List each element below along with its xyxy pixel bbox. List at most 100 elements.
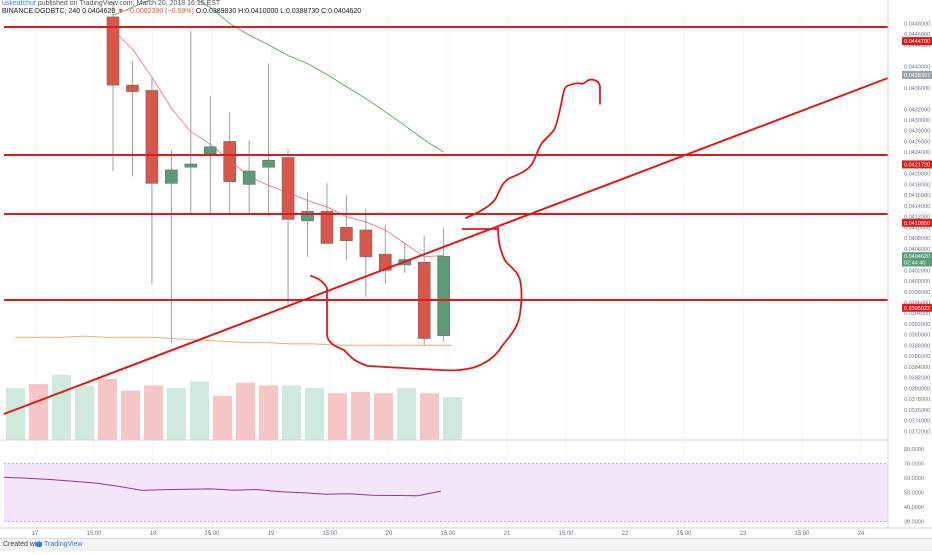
price-tick-label: 0.0412000 bbox=[904, 215, 930, 221]
price-tick-label: 0.0440000 bbox=[904, 64, 930, 70]
volume-bar bbox=[144, 385, 163, 440]
candle-body bbox=[262, 159, 275, 168]
rsi-tick-label: 40.0000 bbox=[904, 505, 924, 511]
candle-body bbox=[126, 84, 139, 92]
volume-bar bbox=[259, 385, 278, 440]
candles bbox=[106, 1, 450, 346]
annotations bbox=[3, 26, 889, 415]
price-tag-label: 0.0410850 bbox=[904, 221, 930, 227]
volume-bar bbox=[29, 384, 48, 440]
time-tick-label: 17 bbox=[32, 531, 39, 537]
candle-body bbox=[340, 227, 353, 242]
tradingview-brand[interactable]: TradingView bbox=[44, 541, 83, 548]
time-tick-label: 15:00 bbox=[676, 531, 692, 537]
price-tick-label: 0.0376000 bbox=[904, 408, 930, 414]
price-tick-label: 0.0448000 bbox=[904, 21, 930, 27]
price-tick-label: 0.0444000 bbox=[904, 43, 930, 49]
time-tick-label: 22 bbox=[622, 531, 629, 537]
volume-bar bbox=[167, 388, 186, 440]
price-tag bbox=[902, 252, 932, 261]
price-tag-label: 0.0395022 bbox=[904, 306, 930, 312]
price-tick-label: 0.0382000 bbox=[904, 376, 930, 382]
candle-body bbox=[223, 141, 236, 183]
rsi-tick-label: 50.0000 bbox=[904, 491, 924, 497]
price-tag-label: 0.0421720 bbox=[904, 162, 930, 168]
volume-bar bbox=[190, 381, 209, 440]
candle-body bbox=[203, 146, 217, 155]
time-tick-label: 15:00 bbox=[86, 531, 102, 537]
candle-body bbox=[437, 256, 450, 337]
ma-slow-series bbox=[112, 0, 444, 153]
volume-bar bbox=[397, 388, 416, 440]
time-tick-label: 15:00 bbox=[204, 531, 220, 537]
footer: Created with TradingView bbox=[0, 538, 932, 551]
price-tick-label: 0.0430000 bbox=[904, 118, 930, 124]
price-tick-label: 0.0380000 bbox=[904, 386, 930, 392]
trend-line[interactable] bbox=[3, 77, 889, 415]
price-tick-label: 0.0436000 bbox=[904, 86, 930, 92]
volume-bar bbox=[213, 395, 232, 440]
volume-bar bbox=[282, 385, 301, 440]
axes bbox=[0, 0, 932, 529]
time-tick-label: 18 bbox=[150, 531, 157, 537]
price-tick-label: 0.0374000 bbox=[904, 419, 930, 425]
time-axis: 17 15:00 18 15:00 19 15:00 20 15:00 21 15:00 22 15:… bbox=[32, 531, 865, 537]
price-tag bbox=[902, 258, 932, 267]
candle-body bbox=[301, 210, 314, 222]
time-tick-label: 15:00 bbox=[440, 531, 456, 537]
rsi-pane bbox=[3, 462, 888, 523]
price-tick-label: 0.0428000 bbox=[904, 129, 930, 135]
projection-curve[interactable] bbox=[465, 78, 601, 219]
volume-bar bbox=[420, 393, 439, 440]
rsi-tick-label: 30.0000 bbox=[904, 520, 924, 526]
rsi-axis: 80.0000 70.0000 60.0000 50.0000 40.0000 30.00… bbox=[904, 447, 924, 526]
symbol-label: BINANCE:DGDBTC, 240 bbox=[2, 8, 81, 15]
volume-bar bbox=[75, 385, 94, 440]
volume-bar bbox=[52, 375, 71, 440]
price-tick-label: 0.0392000 bbox=[904, 322, 930, 328]
price-tag bbox=[902, 70, 932, 79]
moving-averages bbox=[112, 0, 444, 258]
price-tick-label: 0.0396000 bbox=[904, 300, 930, 306]
price-tag-label: 02:44:40 bbox=[904, 261, 925, 267]
consolidation-circle[interactable] bbox=[310, 227, 523, 372]
price-tick-label: 0.0402000 bbox=[904, 268, 930, 274]
price-tick-label: 0.0386000 bbox=[904, 354, 930, 360]
ohlc-label: O:0.0389830 H:0.0410000 L:0.0388730 C:0.… bbox=[195, 8, 362, 15]
candle-body bbox=[184, 163, 198, 168]
volume-ma-series bbox=[15, 335, 452, 346]
price-tick-label: 0.0398000 bbox=[904, 290, 930, 296]
price-tag bbox=[902, 218, 932, 227]
candle-body bbox=[106, 16, 120, 86]
price-tick-label: 0.0410000 bbox=[904, 225, 930, 231]
created-with-label: Created with bbox=[3, 541, 43, 548]
price-tick-label: 0.0390000 bbox=[904, 333, 930, 339]
price-tick-label: 0.0446000 bbox=[904, 32, 930, 38]
price-tick-label: 0.0432000 bbox=[904, 107, 930, 113]
volume-bar bbox=[236, 382, 255, 440]
candle-body bbox=[281, 157, 295, 220]
candle-body bbox=[359, 229, 373, 258]
candle-body bbox=[320, 210, 334, 244]
tradingview-logo-icon bbox=[36, 542, 42, 547]
price-tick-label: 0.0372000 bbox=[904, 429, 930, 435]
price-tick-label: 0.0388000 bbox=[904, 343, 930, 349]
price-tick-label: 0.0414000 bbox=[904, 204, 930, 210]
time-tick-label: 15:00 bbox=[558, 531, 574, 537]
volume-bar bbox=[121, 390, 140, 440]
price-tag-label: 0.0404620 bbox=[904, 254, 930, 260]
time-tick-label: 20 bbox=[386, 531, 393, 537]
price-tag bbox=[902, 160, 932, 169]
price-tick-label: 0.0418000 bbox=[904, 182, 930, 188]
candle-body bbox=[378, 253, 392, 271]
volume-bar bbox=[351, 391, 370, 440]
header-ohlc: BINANCE:DGDBTC, 240 0.0404620 ▼ −0.00023… bbox=[2, 8, 361, 15]
author-name[interactable]: uskeatchut bbox=[2, 0, 36, 7]
price-tag bbox=[902, 303, 932, 312]
price-tick-label: 0.0416000 bbox=[904, 193, 930, 199]
volume-bar bbox=[328, 393, 347, 440]
volume-bar bbox=[98, 378, 117, 440]
price-tag bbox=[902, 37, 932, 46]
header-published: uskeatchut published on TradingView.com,… bbox=[2, 0, 220, 7]
